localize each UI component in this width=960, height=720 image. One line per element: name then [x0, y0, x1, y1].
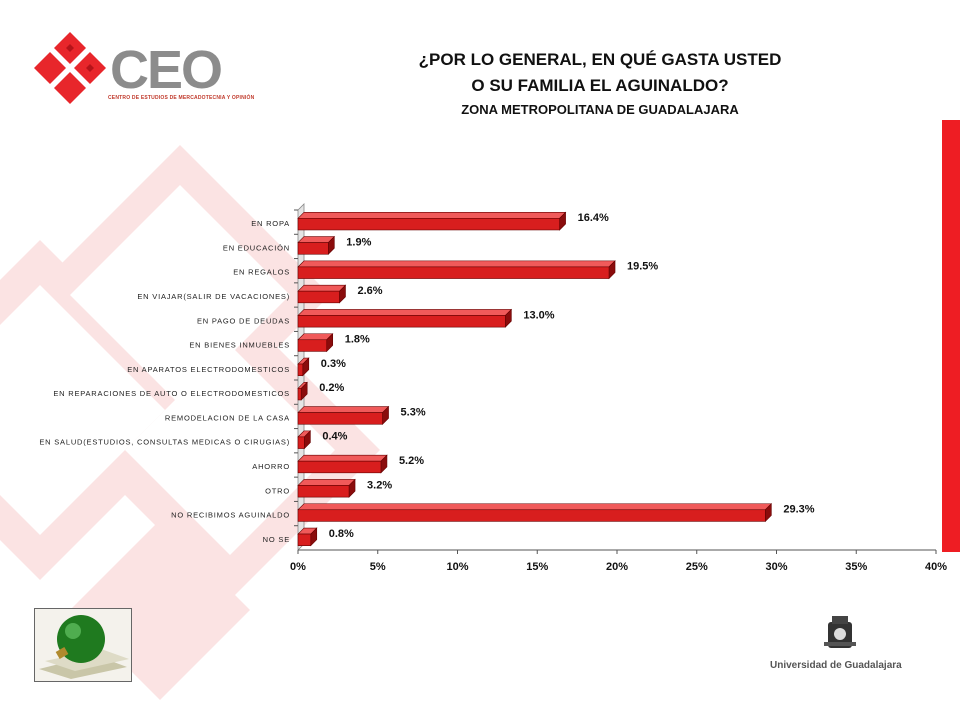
ornament-image	[39, 615, 129, 679]
x-tick-label: 10%	[446, 561, 468, 573]
bar-chart: 0% 5% 10% 15% 20% 25% 30% 35% 40% EN ROPA 16.4% EN …	[39, 203, 947, 573]
category-label: NO SE	[263, 535, 290, 544]
bar	[297, 388, 302, 401]
category-label: EN APARATOS ELECTRODOMESTICOS	[127, 365, 290, 374]
bar	[297, 412, 383, 425]
bar	[297, 533, 312, 546]
category-label: EN PAGO DE DEUDAS	[197, 316, 290, 325]
bar	[297, 339, 328, 352]
bar-top	[297, 309, 513, 316]
data-label: 0.3%	[321, 358, 346, 370]
bar	[297, 315, 506, 328]
category-label: REMODELACION DE LA CASA	[165, 413, 290, 422]
data-label: 0.4%	[322, 431, 347, 443]
ceo-logo: CEO	[34, 32, 223, 104]
bar	[297, 290, 340, 304]
category-label: EN REPARACIONES DE AUTO O ELECTRODOMESTI…	[53, 389, 290, 398]
x-tick-label: 25%	[686, 561, 708, 573]
bar-top	[297, 260, 616, 268]
bar	[297, 218, 560, 231]
logo-subtitle: CENTRO DE ESTUDIOS DE MERCADOTECNIA Y OP…	[108, 95, 255, 101]
bar	[297, 436, 305, 449]
data-label: 19.5%	[627, 261, 658, 273]
bar	[297, 266, 610, 279]
bar-top	[297, 479, 356, 486]
category-label: EN EDUCACIÓN	[223, 243, 290, 252]
page-subtitle: ZONA METROPOLITANA DE GUADALAJARA	[461, 102, 739, 117]
x-tick-label: 40%	[925, 561, 947, 573]
category-label: EN BIENES INMUEBLES	[189, 341, 290, 350]
data-label: 1.8%	[345, 334, 370, 346]
data-label: 5.3%	[401, 406, 426, 418]
bar-top	[297, 284, 347, 292]
x-tick-label: 20%	[606, 561, 628, 573]
category-label: OTRO	[265, 486, 290, 495]
data-label: 0.8%	[329, 528, 354, 540]
x-tick-label: 15%	[526, 561, 548, 573]
x-tick-label: 5%	[370, 561, 386, 573]
category-label: NO RECIBIMOS AGUINALDO	[171, 511, 290, 520]
category-label: EN ROPA	[251, 219, 290, 228]
bar-top	[297, 212, 567, 219]
bar-top	[297, 454, 388, 462]
category-label: AHORRO	[252, 462, 290, 471]
data-label: 2.6%	[357, 285, 382, 297]
x-tick-label: 35%	[845, 561, 867, 573]
data-label: 3.2%	[367, 479, 392, 491]
university-seal	[824, 616, 856, 648]
category-label: EN VIAJAR(SALIR DE VACACIONES)	[137, 292, 290, 301]
x-tick-label: 30%	[765, 561, 787, 573]
x-tick-label: 0%	[290, 561, 306, 573]
data-label: 0.2%	[319, 382, 344, 394]
bar-top	[297, 406, 390, 413]
accent-bar	[942, 120, 960, 552]
page-title-line2: O SU FAMILIA EL AGUINALDO?	[471, 76, 729, 95]
bar	[297, 363, 304, 376]
university-label: Universidad de Guadalajara	[770, 660, 902, 671]
data-label: 1.9%	[346, 236, 371, 248]
y-axis-wall	[297, 203, 305, 551]
bar	[297, 242, 329, 255]
category-label: EN REGALOS	[233, 268, 290, 277]
bar	[297, 485, 350, 498]
data-label: 5.2%	[399, 455, 424, 467]
page-title: ¿POR LO GENERAL, EN QUÉ GASTA USTED	[418, 50, 782, 69]
ceo-logo-text: CEO	[110, 40, 221, 100]
ornament-photo	[34, 608, 132, 682]
data-label: 16.4%	[578, 212, 609, 224]
data-label: 29.3%	[783, 504, 814, 516]
bar	[297, 509, 766, 522]
bar	[297, 460, 382, 474]
category-label: EN SALUD(ESTUDIOS, CONSULTAS MEDICAS O C…	[39, 438, 290, 447]
bar-top	[297, 503, 773, 511]
data-label: 13.0%	[523, 309, 554, 321]
